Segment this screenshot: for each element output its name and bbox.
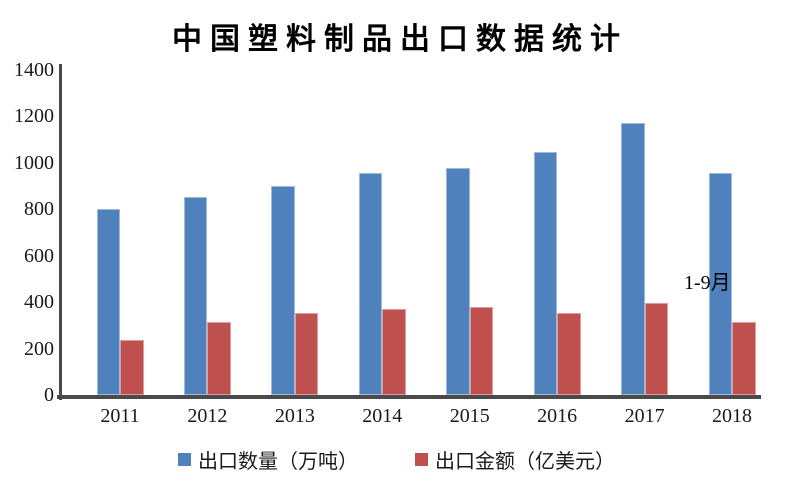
bar-export-quantity-2011 xyxy=(96,209,120,395)
bar-export-value-2014 xyxy=(382,309,406,395)
period-annotation: 1-9月 xyxy=(684,272,731,294)
x-tick-label-2012: 2012 xyxy=(187,405,228,427)
bar-export-quantity-2013 xyxy=(271,186,295,395)
y-tick-label-0: 0 xyxy=(44,384,54,406)
plot-area xyxy=(62,70,760,395)
x-tick-label-2016: 2016 xyxy=(537,405,578,427)
y-tick-label-200: 200 xyxy=(24,337,54,360)
x-tick-label-2017: 2017 xyxy=(624,405,665,427)
y-tick-label-600: 600 xyxy=(24,244,54,267)
x-axis-line xyxy=(57,395,761,399)
bar-export-value-2012 xyxy=(207,321,231,395)
y-tick-label-1000: 1000 xyxy=(14,151,54,174)
bar-export-quantity-2018 xyxy=(708,172,732,395)
y-axis-line xyxy=(59,64,62,400)
x-tick-label-2013: 2013 xyxy=(274,405,315,427)
bar-export-value-2018 xyxy=(732,321,756,395)
legend-swatch-red-icon xyxy=(415,453,428,466)
legend-item-export-value: 出口金额（亿美元） xyxy=(415,445,615,474)
bar-export-value-2016 xyxy=(557,312,581,395)
x-tick-label-2011: 2011 xyxy=(100,405,140,427)
bar-export-quantity-2014 xyxy=(358,173,383,395)
bar-export-value-2011 xyxy=(120,340,144,395)
chart-title: 中国塑料制品出口数据统计 xyxy=(172,22,628,57)
bar-export-value-2015 xyxy=(469,307,494,395)
legend-label-export-quantity: 出口数量（万吨） xyxy=(198,451,358,473)
x-tick-label-2015: 2015 xyxy=(449,405,490,427)
x-tick-label-2014: 2014 xyxy=(362,405,403,427)
y-tick-label-1200: 1200 xyxy=(14,105,54,128)
legend-label-export-value: 出口金额（亿美元） xyxy=(435,451,615,473)
bar-export-quantity-2016 xyxy=(533,152,558,395)
bar-export-value-2017 xyxy=(644,302,669,395)
bar-export-quantity-2015 xyxy=(446,167,470,395)
legend: 出口数量（万吨） 出口金额（亿美元） xyxy=(178,445,615,474)
bar-export-quantity-2012 xyxy=(183,196,208,395)
y-tick-label-400: 400 xyxy=(24,291,54,314)
legend-swatch-blue-icon xyxy=(178,453,191,466)
y-tick-label-1400: 1400 xyxy=(14,59,54,81)
bar-export-value-2013 xyxy=(294,312,319,395)
x-tick-label-2018: 2018 xyxy=(712,405,752,427)
bar-export-quantity-2017 xyxy=(621,122,645,395)
y-tick-label-800: 800 xyxy=(24,198,54,221)
legend-item-export-quantity: 出口数量（万吨） xyxy=(178,445,358,474)
